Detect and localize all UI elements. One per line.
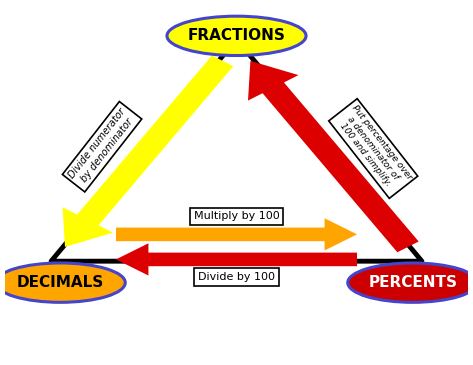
- Text: FRACTIONS: FRACTIONS: [188, 28, 285, 43]
- FancyArrow shape: [62, 55, 233, 247]
- Text: Divide by 100: Divide by 100: [198, 272, 275, 282]
- Text: Divide numerator
by denominator: Divide numerator by denominator: [67, 106, 137, 187]
- FancyArrow shape: [116, 243, 357, 276]
- Ellipse shape: [167, 16, 306, 55]
- Text: DECIMALS: DECIMALS: [17, 275, 104, 290]
- Text: Put percentage over
a denominator of
100 and simplify.: Put percentage over a denominator of 100…: [333, 103, 413, 194]
- Text: PERCENTS: PERCENTS: [368, 275, 457, 290]
- FancyArrow shape: [248, 61, 419, 252]
- Ellipse shape: [0, 263, 125, 302]
- FancyArrow shape: [116, 218, 357, 250]
- Ellipse shape: [348, 263, 473, 302]
- Text: Multiply by 100: Multiply by 100: [193, 211, 280, 222]
